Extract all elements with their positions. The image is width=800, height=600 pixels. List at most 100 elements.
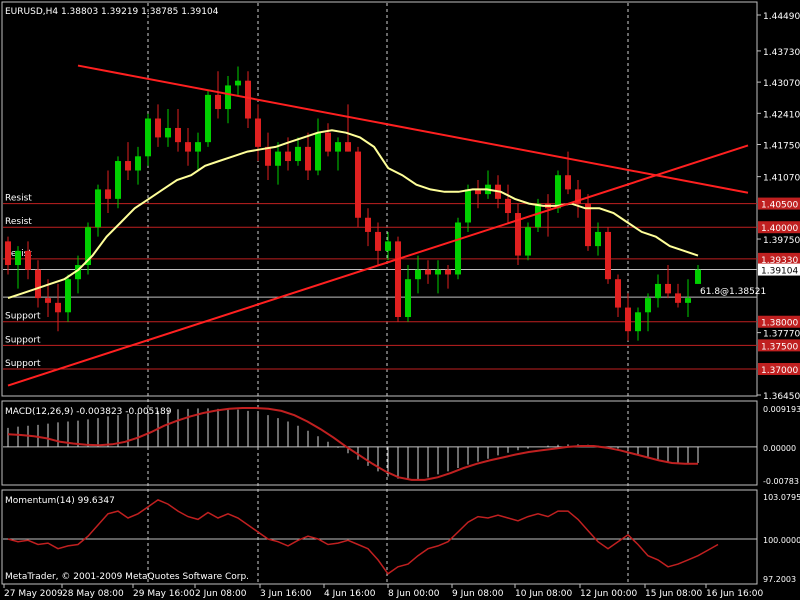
candle-body bbox=[85, 227, 91, 266]
candle-body bbox=[565, 175, 571, 190]
candle-body bbox=[235, 80, 241, 86]
candle-body bbox=[355, 151, 361, 218]
time-tick-label: 27 May 2009 bbox=[4, 589, 63, 599]
candle-body bbox=[145, 118, 151, 157]
support-label: Support bbox=[5, 312, 41, 322]
candle-body bbox=[415, 269, 421, 280]
candle-body bbox=[175, 127, 181, 143]
candle-body bbox=[45, 298, 51, 303]
level-price-tag-text: 1.40500 bbox=[761, 201, 798, 211]
level-price-tag bbox=[758, 363, 800, 376]
time-tick-label: 8 Jun 00:00 bbox=[388, 589, 440, 599]
time-tick-label: 16 Jun 16:00 bbox=[706, 589, 763, 599]
candle-body bbox=[535, 203, 541, 228]
macd-tick-label: 0.009193 bbox=[763, 405, 800, 414]
candle-body bbox=[345, 142, 351, 152]
price-tick-label: 1.37770 bbox=[763, 330, 800, 340]
candle-body bbox=[185, 142, 191, 152]
candle-body bbox=[655, 283, 661, 299]
candle-body bbox=[5, 241, 11, 266]
candle-body bbox=[15, 250, 21, 266]
candle-body bbox=[225, 85, 231, 110]
candle-body bbox=[685, 298, 691, 303]
candle-body bbox=[515, 213, 521, 256]
price-tick-label: 1.39750 bbox=[763, 236, 800, 246]
moving-average-line bbox=[7, 129, 699, 300]
candle-body bbox=[25, 250, 31, 270]
copyright-text: MetaTrader, © 2001-2009 MetaQuotes Softw… bbox=[5, 572, 249, 582]
candle-body bbox=[525, 227, 531, 256]
candle-body bbox=[635, 312, 641, 332]
candle-body bbox=[475, 189, 481, 195]
level-price-tag bbox=[758, 339, 800, 352]
candle-body bbox=[265, 146, 271, 166]
resist-label: Resist bbox=[5, 194, 32, 204]
momentum-line bbox=[7, 499, 719, 575]
candle-body bbox=[665, 283, 671, 294]
candle-body bbox=[445, 269, 451, 275]
time-tick-label: 28 May 08:00 bbox=[62, 589, 124, 599]
level-price-tag-text: 1.40000 bbox=[761, 224, 798, 234]
price-tick-label: 1.42410 bbox=[763, 110, 800, 120]
macd-indicator: 0.009193 0.00000 -0.00783 bbox=[3, 405, 800, 486]
trend-line bbox=[77, 64, 749, 194]
time-tick-label: 10 Jun 08:00 bbox=[515, 589, 572, 599]
current-price-tag-text: 1.39104 bbox=[761, 267, 798, 277]
level-price-tag bbox=[758, 197, 800, 210]
candle-body bbox=[75, 265, 81, 280]
momentum-title: Momentum(14) 99.6347 bbox=[5, 496, 115, 506]
candle-body bbox=[325, 132, 331, 152]
candle-body bbox=[165, 127, 171, 138]
candle-body bbox=[215, 94, 221, 110]
current-price-tag bbox=[758, 263, 800, 276]
candle-body bbox=[645, 298, 651, 313]
candle-body bbox=[65, 279, 71, 313]
candle-body bbox=[305, 146, 311, 171]
price-tick-label: 1.44490 bbox=[763, 12, 800, 22]
momentum-tick-label: 103.0795 bbox=[763, 493, 800, 502]
candle-body bbox=[275, 151, 281, 166]
price-tick-label: 1.43070 bbox=[763, 79, 800, 89]
macd-tick-label: -0.00783 bbox=[763, 477, 799, 486]
macd-title: MACD(12,26,9) -0.003823 -0.005189 bbox=[5, 407, 172, 417]
candle-body bbox=[695, 269, 701, 284]
candle-body bbox=[595, 231, 601, 247]
momentum-indicator: 103.0795 100.0000 97.2003 bbox=[3, 493, 800, 584]
fib-label: 61.8@1.38521 bbox=[700, 287, 766, 297]
candle-body bbox=[155, 118, 161, 138]
time-axis: 27 May 2009 28 May 08:00 29 May 16:00 2 Jun… bbox=[3, 584, 763, 599]
candle-body bbox=[315, 132, 321, 171]
candle-body bbox=[35, 269, 41, 299]
candle-body bbox=[245, 80, 251, 119]
level-price-tag bbox=[758, 315, 800, 328]
support-label: Support bbox=[5, 335, 41, 345]
macd-signal-line bbox=[7, 407, 698, 481]
candle-body bbox=[385, 241, 391, 251]
candle-body bbox=[295, 146, 301, 162]
time-tick-label: 3 Jun 16:00 bbox=[260, 589, 312, 599]
price-tick-label: 1.36450 bbox=[763, 392, 800, 402]
price-tick-label: 1.41070 bbox=[763, 174, 800, 184]
main-pane-frame bbox=[1, 1, 758, 397]
trend-lines[interactable] bbox=[7, 64, 749, 387]
candle-body bbox=[205, 94, 211, 143]
candle-body bbox=[285, 151, 291, 162]
candle-body bbox=[405, 279, 411, 318]
price-tick-label: 1.41750 bbox=[763, 142, 800, 152]
candle-body bbox=[115, 161, 121, 199]
candle-body bbox=[375, 231, 381, 251]
time-tick-label: 9 Jun 08:00 bbox=[452, 589, 504, 599]
candle-body bbox=[455, 222, 461, 275]
candle-body bbox=[335, 142, 341, 152]
candle-body bbox=[605, 231, 611, 280]
momentum-tick-label: 100.0000 bbox=[763, 536, 800, 545]
candle-body bbox=[425, 269, 431, 275]
momentum-tick-label: 97.2003 bbox=[763, 575, 796, 584]
price-tick-label: 1.43730 bbox=[763, 48, 800, 58]
momentum-pane-frame bbox=[1, 489, 758, 585]
candle-body bbox=[125, 161, 131, 171]
resist-label: Resist bbox=[5, 217, 32, 227]
candle-body bbox=[675, 293, 681, 303]
